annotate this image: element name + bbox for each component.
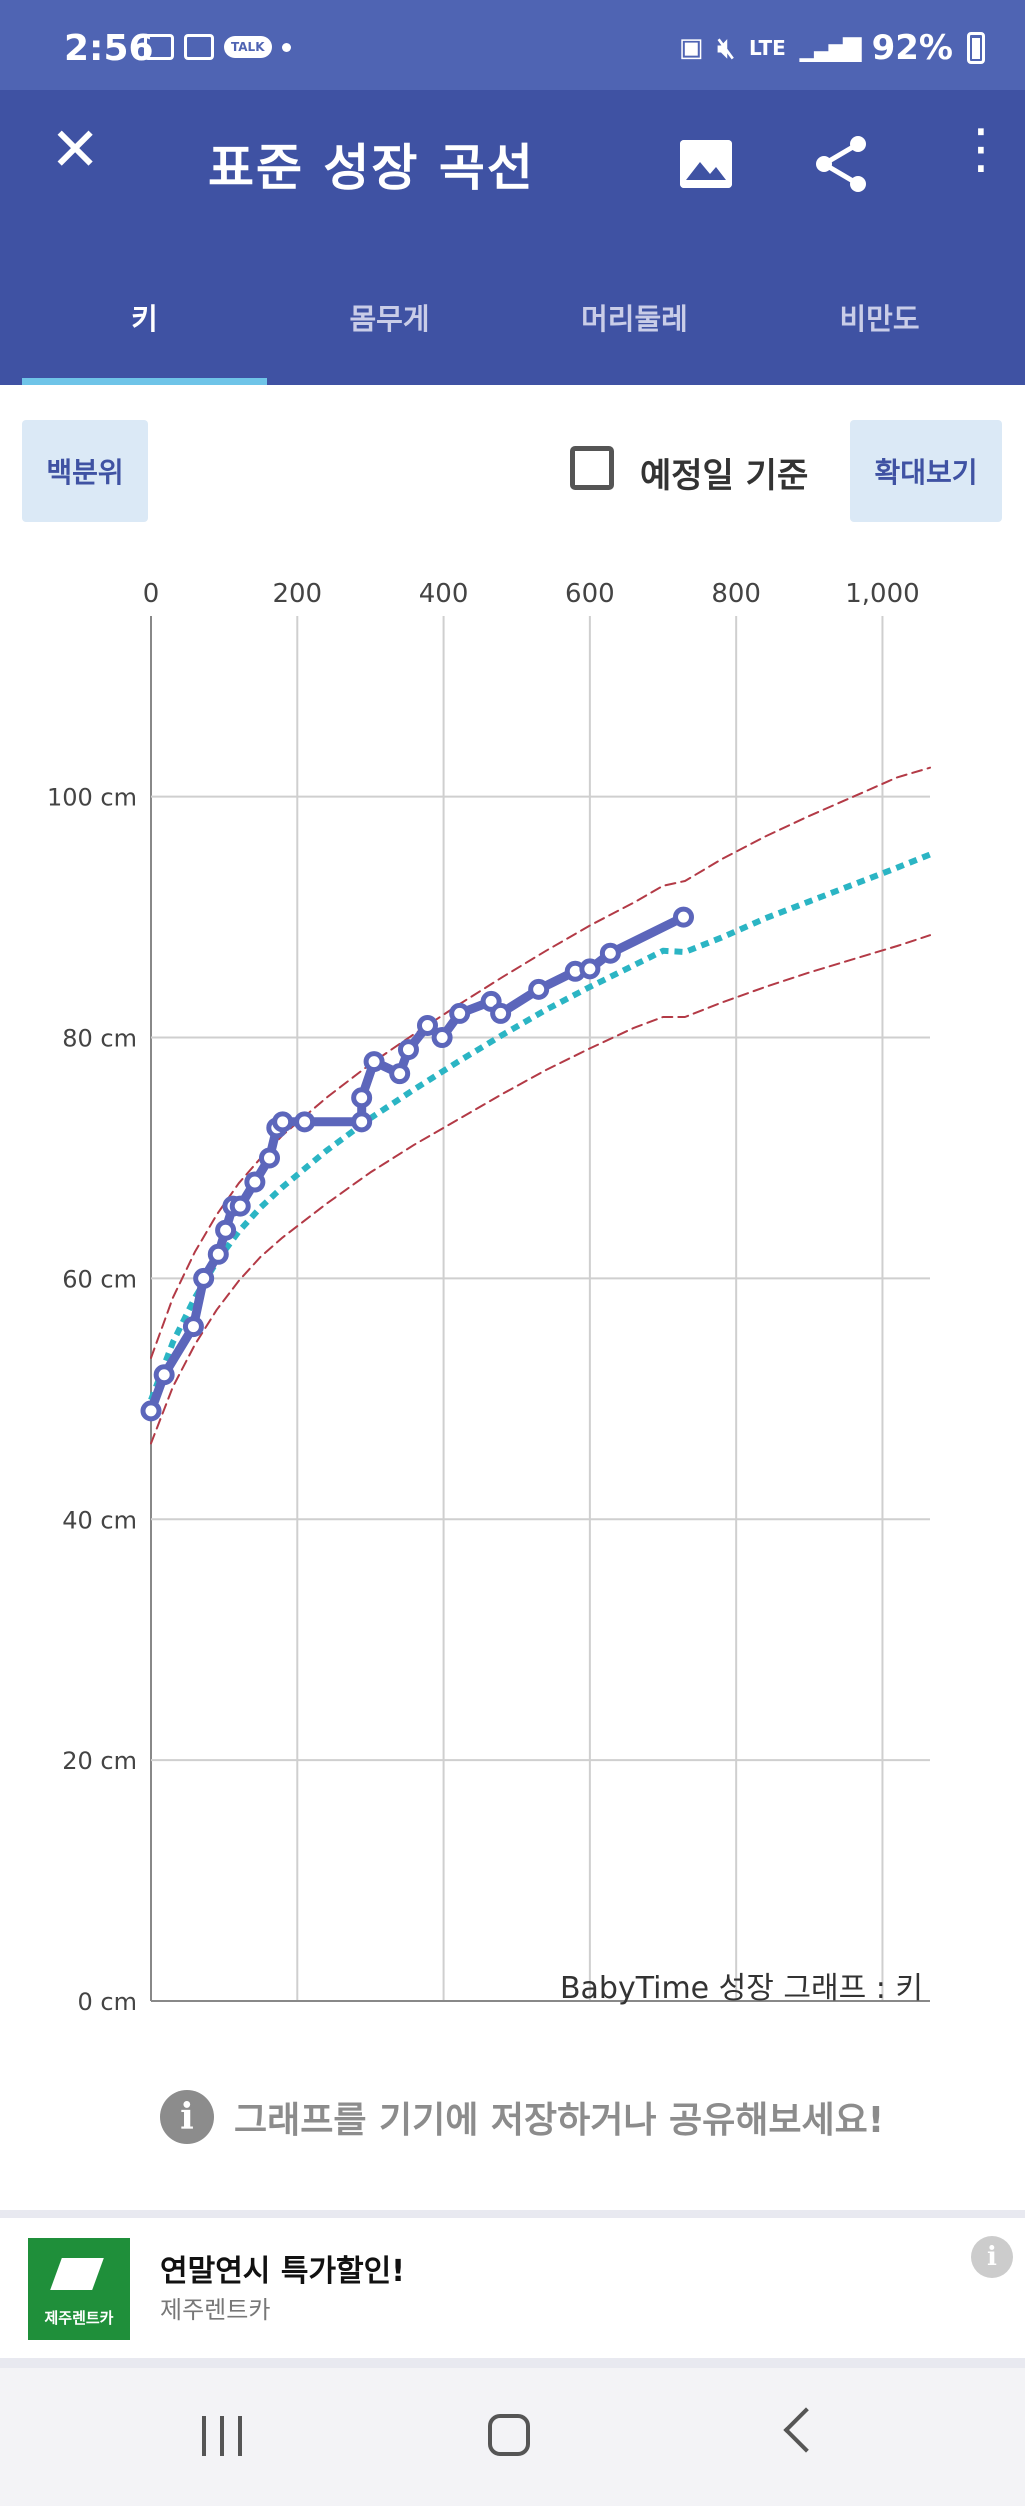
measurement-point — [244, 1171, 266, 1193]
more-notifications-dot-icon — [281, 42, 291, 52]
more-vertical-icon[interactable]: ⋮ — [954, 117, 1008, 180]
zoom-button[interactable]: 확대보기 — [850, 420, 1002, 522]
divider — [0, 2210, 1025, 2218]
talk-notification-icon: TALK — [224, 36, 272, 58]
growth-chart: 0 200 400 600 800 1,000 0 cm 20 cm 40 cm 60 cm 80… — [47, 579, 932, 2016]
tab-bar: 키 몸무게 머리둘레 비만도 — [0, 210, 1025, 385]
y-tick-label: 40 cm — [62, 1506, 137, 1534]
ad-info-icon[interactable]: i — [971, 2236, 1013, 2278]
close-icon[interactable]: ✕ — [50, 115, 101, 185]
ad-logo-text: 제주렌트카 — [44, 2309, 114, 2327]
percentile-button[interactable]: 백분위 — [22, 420, 148, 522]
measurement-point — [416, 1014, 438, 1036]
chart-series — [140, 766, 932, 1445]
x-tick-label: 1,000 — [845, 579, 919, 609]
measurement-point — [294, 1111, 316, 1133]
due-date-checkbox[interactable] — [570, 446, 614, 490]
chart-grid — [150, 616, 930, 2002]
car-icon — [50, 2258, 104, 2290]
y-tick-label: 60 cm — [62, 1265, 137, 1293]
measurement-point — [215, 1219, 237, 1241]
x-tick-label: 0 — [143, 579, 160, 609]
page-title: 표준 성장 곡선 — [208, 139, 535, 197]
divider — [0, 2358, 1025, 2368]
home-icon[interactable] — [488, 2414, 530, 2456]
due-date-label: 예정일 기준 — [640, 456, 809, 496]
status-bar: 2:56 TALK ▣ 🔇︎ LTE ▁▃▅▇ 92% — [0, 0, 1025, 90]
battery-percent: 92% — [871, 28, 953, 68]
measurement-point — [389, 1063, 411, 1085]
y-axis-ticks: 0 cm 20 cm 40 cm 60 cm 80 cm 100 cm — [47, 784, 137, 2016]
info-icon: i — [160, 2090, 214, 2144]
y-tick-label: 80 cm — [62, 1025, 137, 1053]
tab-height[interactable]: 키 — [131, 302, 158, 336]
measured-height-line — [146, 912, 688, 1416]
measurement-point — [672, 906, 694, 928]
upper-percentile-line — [150, 766, 931, 1359]
y-tick-label: 20 cm — [62, 1747, 137, 1775]
y-tick-label: 0 cm — [78, 1988, 137, 2016]
share-icon[interactable] — [812, 134, 872, 198]
y-tick-label: 100 cm — [47, 784, 137, 812]
app-bar: ✕ 표준 성장 곡선 ⋮ — [0, 90, 1025, 210]
x-tick-label: 200 — [272, 579, 322, 609]
mute-icon: 🔇︎ — [717, 31, 736, 64]
chart-watermark: BabyTime 성장 그래프 : 키 — [560, 1971, 923, 2006]
measurement-point — [351, 1111, 373, 1133]
x-tick-label: 800 — [711, 579, 761, 609]
tab-weight[interactable]: 몸무게 — [349, 302, 430, 336]
x-axis-ticks: 0 200 400 600 800 1,000 — [143, 579, 920, 609]
ad-advertiser: 제주렌트카 — [160, 2296, 271, 2324]
card-notification-icon — [184, 34, 214, 60]
tab-obesity[interactable]: 비만도 — [839, 302, 920, 336]
measurement-point — [258, 1147, 280, 1169]
battery-saver-icon: ▣ — [678, 33, 704, 63]
gallery-notification-icon — [144, 34, 174, 60]
ad-logo: 제주렌트카 — [28, 2238, 130, 2340]
status-notification-icons: TALK — [144, 34, 291, 60]
image-icon[interactable] — [680, 140, 732, 188]
measurement-point — [579, 958, 601, 980]
measurement-point — [431, 1027, 453, 1049]
system-nav-bar — [0, 2368, 1025, 2506]
status-time: 2:56 — [64, 28, 154, 69]
x-tick-label: 600 — [565, 579, 615, 609]
measurement-point — [140, 1400, 162, 1422]
ad-banner[interactable]: 제주렌트카 연말연시 특가할인! 제주렌트카 i — [0, 2218, 1025, 2358]
measurement-point — [397, 1039, 419, 1061]
active-tab-indicator — [22, 378, 267, 385]
status-right: ▣ 🔇︎ LTE ▁▃▅▇ 92% — [679, 28, 985, 68]
measurement-point — [193, 1267, 215, 1289]
measurement-point — [182, 1316, 204, 1338]
measurement-point — [153, 1364, 175, 1386]
back-icon[interactable] — [783, 2407, 829, 2453]
measurement-point — [272, 1111, 294, 1133]
measurement-point — [449, 1002, 471, 1024]
measurement-point — [363, 1051, 385, 1073]
signal-icon: ▁▃▅▇ — [799, 34, 862, 62]
ad-title: 연말연시 특가할인! — [160, 2254, 405, 2289]
measurement-point — [528, 978, 550, 1000]
measurement-point — [599, 942, 621, 964]
battery-icon — [967, 32, 985, 64]
measurement-point — [490, 1002, 512, 1024]
measurement-point — [229, 1195, 251, 1217]
info-hint-text: 그래프를 기기에 저장하거나 공유해보세요! — [234, 2100, 885, 2141]
median-curve-line — [148, 851, 932, 1402]
tab-head-circumference[interactable]: 머리둘레 — [581, 302, 688, 336]
measurement-point — [351, 1087, 373, 1109]
network-type: LTE — [749, 36, 786, 60]
x-tick-label: 400 — [419, 579, 469, 609]
recents-icon[interactable] — [202, 2416, 242, 2456]
info-hint: i 그래프를 기기에 저장하거나 공유해보세요! — [160, 2090, 884, 2144]
measurement-point — [207, 1243, 229, 1265]
